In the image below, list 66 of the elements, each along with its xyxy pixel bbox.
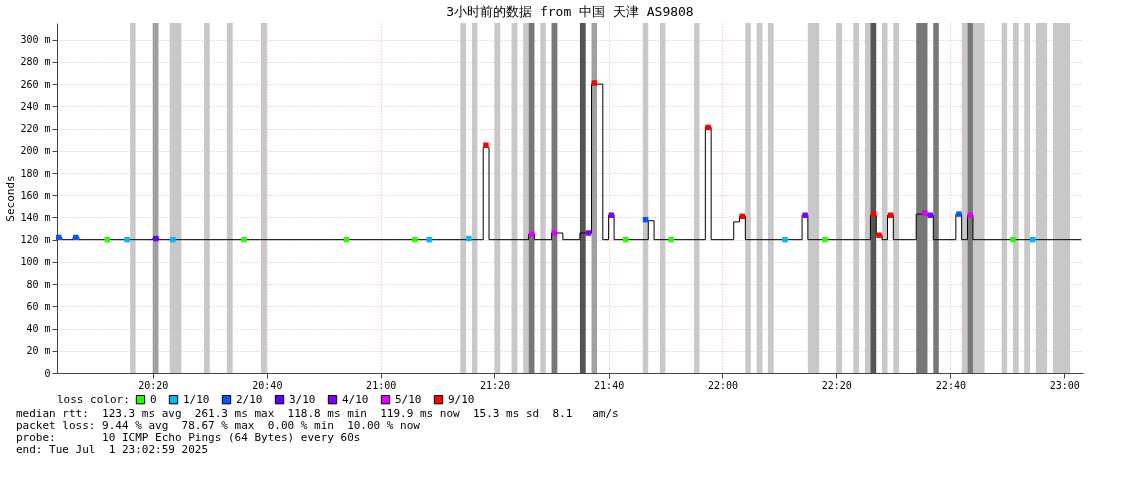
- y-tick-label: 60 m: [26, 300, 51, 312]
- point: [705, 124, 711, 131]
- point: [870, 211, 877, 217]
- y-tick-label: 20 m: [26, 345, 51, 357]
- point: [124, 236, 130, 243]
- legend-label: 1/10: [183, 392, 210, 406]
- point: [551, 230, 558, 236]
- y-tick-label: 80 m: [26, 278, 51, 290]
- point: [528, 231, 535, 237]
- y-tick-label: 280 m: [20, 56, 51, 68]
- point: [782, 236, 788, 243]
- y-tick-label: 200 m: [20, 145, 51, 157]
- point: [585, 230, 592, 236]
- legend-label: 5/10: [395, 392, 422, 406]
- y-tick-label: 140 m: [20, 211, 51, 223]
- point: [241, 236, 247, 243]
- point: [922, 210, 928, 216]
- y-tick-label: 160 m: [20, 189, 51, 201]
- point: [483, 142, 489, 148]
- x-tick-label: 22:00: [707, 379, 738, 391]
- chart-title: 3小时前的数据 from 中国 天津 AS9808: [446, 4, 694, 19]
- point: [73, 234, 79, 241]
- point: [887, 212, 894, 218]
- x-tick-label: 22:40: [935, 379, 966, 391]
- point: [153, 235, 159, 242]
- point: [591, 80, 597, 86]
- point: [822, 236, 828, 243]
- legend-label: 2/10: [236, 392, 263, 406]
- y-tick-label: 220 m: [20, 123, 51, 135]
- y-tick-label: 0: [44, 367, 51, 379]
- point: [956, 211, 962, 217]
- x-tick-label: 22:20: [821, 379, 852, 391]
- text: packet loss: 9.44 % avg 78.67 % max 0.00 % min 10.00 % now: [16, 419, 421, 432]
- y-tick-label: 240 m: [20, 100, 51, 112]
- y-tick-label: 300 m: [20, 34, 51, 46]
- text: median rtt: 123.3 ms avg 261.3 ms max 118.8 ms min 119.9 ms now 15.3 ms sd 8.1 am/s: [16, 407, 620, 420]
- point: [170, 236, 176, 243]
- legend-label: 3/10: [289, 392, 316, 406]
- x-tick-label: 21:00: [366, 379, 397, 391]
- legend-label: 4/10: [342, 392, 369, 406]
- text: probe: 10 ICMP Echo Pings (64 Bytes) every 60s: [16, 431, 362, 444]
- point: [608, 212, 615, 218]
- y-tick-label: 120 m: [20, 234, 51, 246]
- y-tick-label: 100 m: [20, 256, 51, 268]
- point: [927, 212, 933, 218]
- text: end: Tue Jul 1 23:02:59 2025: [16, 443, 210, 456]
- point: [1010, 236, 1016, 243]
- x-tick-label: 21:40: [594, 379, 625, 391]
- point: [412, 236, 418, 243]
- point: [967, 212, 973, 218]
- x-tick-label: 20:20: [138, 379, 169, 391]
- x-tick-label: 23:00: [1049, 379, 1080, 391]
- legend-label: 0: [150, 392, 157, 406]
- y-axis-title: Seconds: [4, 175, 18, 222]
- x-tick-label: 20:40: [252, 379, 283, 391]
- point: [426, 236, 432, 243]
- point: [802, 212, 808, 218]
- x-tick-label: 21:20: [479, 379, 511, 391]
- point: [876, 232, 882, 238]
- point: [466, 235, 472, 242]
- point: [668, 236, 674, 243]
- y-tick-label: 260 m: [20, 78, 51, 90]
- legend-label: 9/10: [448, 392, 475, 406]
- legend-title: loss color:: [57, 393, 130, 406]
- y-tick-label: 40 m: [26, 323, 51, 335]
- y-tick-label: 180 m: [20, 167, 51, 179]
